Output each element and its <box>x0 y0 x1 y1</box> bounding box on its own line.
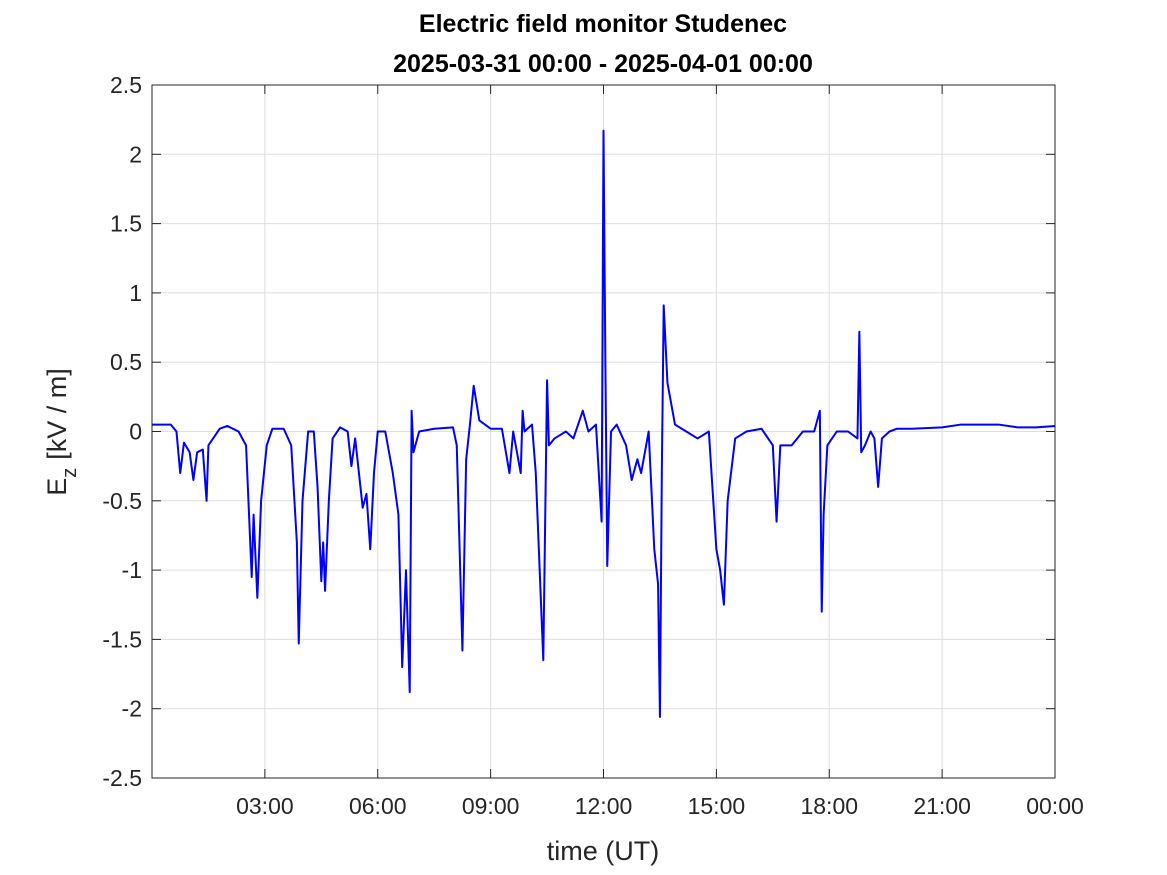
x-tick-label: 15:00 <box>688 793 746 819</box>
y-tick-label: -2.5 <box>102 765 142 791</box>
y-tick-label: -1.5 <box>102 626 142 652</box>
x-tick-label: 12:00 <box>575 793 633 819</box>
chart-subtitle: 2025-03-31 00:00 - 2025-04-01 00:00 <box>393 50 813 78</box>
y-tick-label: 2 <box>129 141 142 167</box>
y-tick-label: -1 <box>122 557 142 583</box>
x-tick-label: 03:00 <box>236 793 294 819</box>
y-tick-label: 1 <box>129 280 142 306</box>
x-axis-label: time (UT) <box>547 836 659 866</box>
y-label-unit: [kV / m] <box>42 368 72 460</box>
y-tick-label: 0.5 <box>110 349 142 375</box>
y-label-sub: z <box>59 468 81 478</box>
x-tick-label: 00:00 <box>1026 793 1084 819</box>
x-tick-label: 18:00 <box>800 793 858 819</box>
data-line <box>152 129 1056 719</box>
y-label-main: E <box>42 478 72 496</box>
x-tick-label: 06:00 <box>349 793 407 819</box>
y-tick-label: 2.5 <box>110 72 142 98</box>
plot-frame <box>151 84 1056 779</box>
y-tick-label: -0.5 <box>102 488 142 514</box>
chart-title: Electric field monitor Studenec <box>419 10 787 38</box>
y-axis-label: Ez [kV / m] <box>42 368 81 496</box>
y-tick-label: -2 <box>122 696 142 722</box>
x-tick-label: 09:00 <box>462 793 520 819</box>
x-tick-label: 21:00 <box>913 793 971 819</box>
y-tick-label: 0 <box>129 419 142 445</box>
y-tick-label: 1.5 <box>110 211 142 237</box>
